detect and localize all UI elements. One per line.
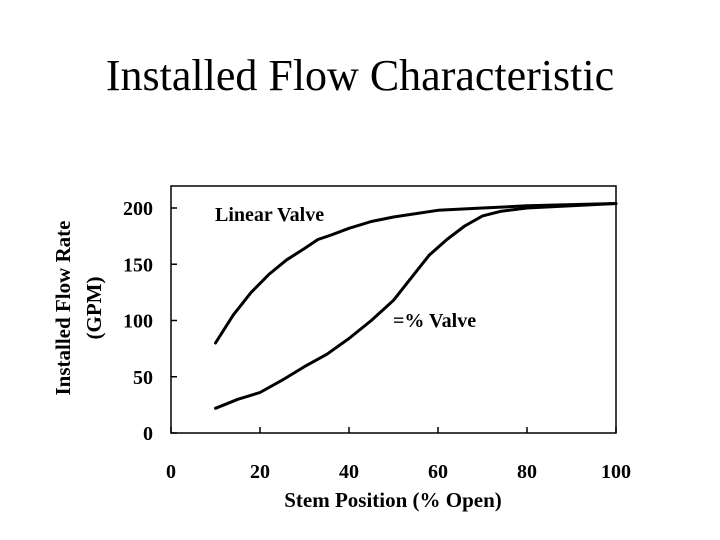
- x-tick-label: 60: [428, 461, 448, 483]
- series-label-equal-percent-valve: =% Valve: [393, 310, 476, 332]
- x-tick-label: 80: [517, 461, 537, 483]
- x-tick-label: 100: [601, 461, 631, 483]
- y-axis-title-line1: Installed Flow Rate: [51, 221, 75, 396]
- y-tick-label: 100: [123, 311, 153, 333]
- series-lines: [214, 202, 618, 410]
- plot-frame: [170, 185, 617, 434]
- y-tick-label: 200: [123, 198, 153, 220]
- x-tick-label: 20: [250, 461, 270, 483]
- y-tick-label: 50: [133, 367, 153, 389]
- x-tick-label: 40: [339, 461, 359, 483]
- x-tick-label: 0: [166, 461, 176, 483]
- y-tick-label: 0: [143, 423, 153, 445]
- x-axis-ticks: 0 20 40 60 80 100: [166, 427, 631, 483]
- y-axis-title-line2: (GPM): [82, 277, 106, 340]
- series-line-linear-valve: [214, 202, 618, 345]
- x-axis-title: Stem Position (% Open): [284, 488, 502, 512]
- series-label-linear-valve: Linear Valve: [215, 204, 324, 226]
- page-title: Installed Flow Characteristic: [105, 51, 615, 100]
- y-tick-label: 150: [123, 254, 153, 276]
- y-axis-ticks: 0 50 100 150 200: [123, 198, 177, 445]
- series-line-equal-percent-valve: [214, 202, 618, 410]
